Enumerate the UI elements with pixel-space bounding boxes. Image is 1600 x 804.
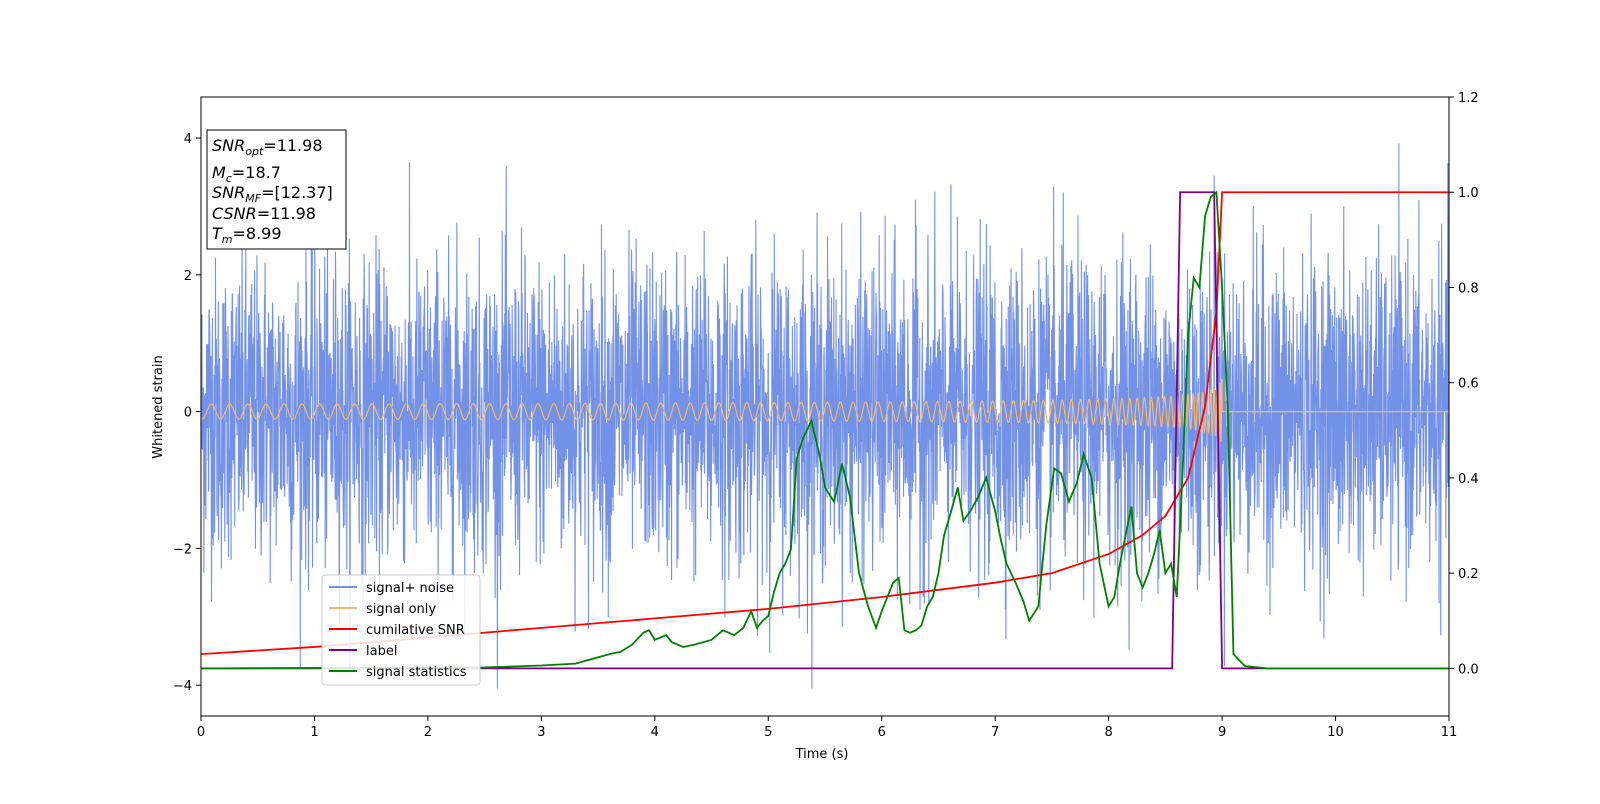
x-tick-label: 7 [991,725,999,740]
x-tick-label: 8 [1104,725,1112,740]
y-axis-right: 1.2 1.0 0.8 0.6 0.4 0.2 0.0 [1449,91,1479,677]
y-left-tick-label: 2 [184,269,192,284]
y-axis-left: 4 2 0 −2 −4 [173,132,201,694]
y-axis-label: Whitened strain [151,355,166,458]
y-left-tick-label: −4 [173,679,192,694]
info-box-frame [206,129,347,250]
legend-frame [321,574,481,686]
y-right-tick-label: 1.0 [1458,186,1479,201]
y-right-tick-label: 0.0 [1458,662,1479,677]
info-snr-mf: SNRMF=[12.37] [212,183,333,205]
signal-series [201,378,1449,443]
x-tick-label: 10 [1327,725,1344,740]
x-tick-label: 4 [651,725,659,740]
y-left-tick-label: 0 [184,406,192,421]
y-right-tick-label: 1.2 [1458,91,1479,106]
legend-label: signal statistics [366,665,467,680]
series-signal-statistics [201,190,1449,670]
series-signal-only [201,378,1449,443]
x-tick-label: 1 [310,725,318,740]
y-right-tick-label: 0.4 [1458,472,1479,487]
x-axis-label: Time (s) [795,747,849,762]
x-axis: 0 1 2 3 4 5 6 7 8 9 10 11 [197,716,1457,740]
plot-frame [200,96,1450,717]
legend: signal+ noise signal only cumilative SNR la… [321,574,481,686]
series-cumilative-snr [201,191,1449,655]
info-mc: Mc=18.7 [212,163,281,185]
y-right-tick-label: 0.6 [1458,377,1479,392]
x-tick-label: 6 [878,725,886,740]
x-tick-label: 11 [1441,725,1458,740]
y-right-tick-label: 0.2 [1458,567,1479,582]
legend-label: cumilative SNR [366,623,465,638]
x-tick-label: 0 [197,725,205,740]
y-left-tick-label: 4 [184,132,192,147]
info-snr-opt: SNRopt=11.98 [212,136,323,158]
legend-label: signal only [366,602,436,617]
info-tm: Tm=8.99 [212,224,282,246]
legend-label: signal+ noise [366,581,454,596]
x-tick-label: 5 [764,725,772,740]
info-box: SNRopt=11.98 Mc=18.7 SNRMF=[12.37] CSNR=… [206,129,347,250]
legend-label: label [366,644,397,659]
y-right-tick-label: 0.8 [1458,281,1479,296]
line-series [201,190,1449,670]
info-csnr: CSNR=11.98 [212,204,316,223]
x-tick-label: 2 [424,725,432,740]
x-tick-label: 9 [1218,725,1226,740]
y-left-tick-label: −2 [173,542,192,557]
x-tick-label: 3 [537,725,545,740]
